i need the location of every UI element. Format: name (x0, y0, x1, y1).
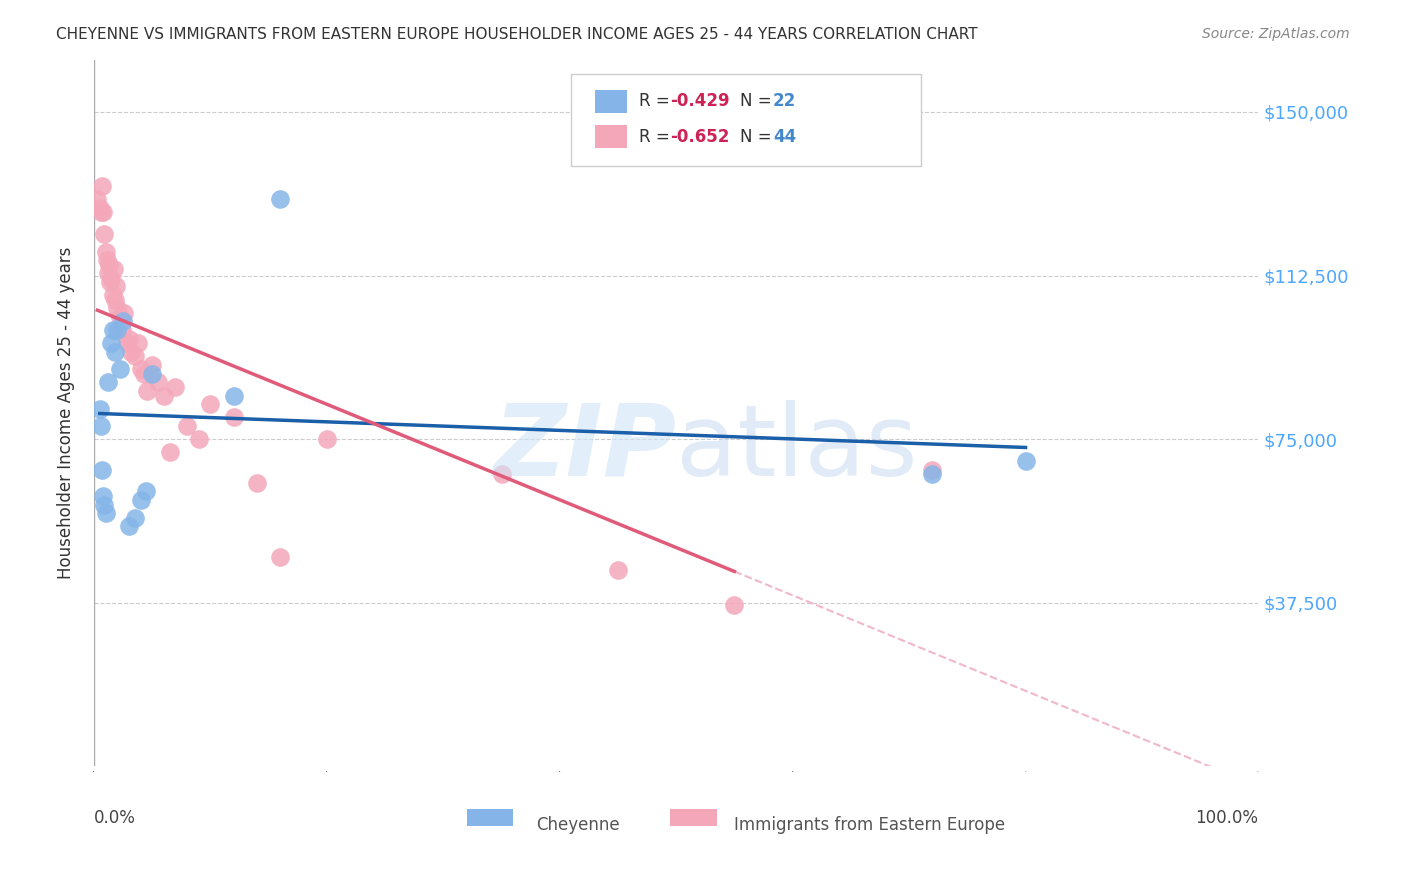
Point (111, 323, 134, 337)
Point (136, 384, 159, 399)
Text: 44: 44 (773, 128, 796, 145)
Point (269, 192, 291, 206)
Point (491, 467, 513, 481)
Point (108, 310, 131, 324)
Point (97, 376, 120, 390)
Point (101, 323, 124, 337)
Text: R =: R = (638, 128, 675, 145)
Point (103, 262, 125, 277)
Bar (595, 90, 627, 112)
Point (129, 493, 152, 508)
Text: N =: N = (740, 128, 778, 145)
Point (89, 201, 111, 215)
Point (91, 205, 114, 219)
Point (90, 205, 112, 219)
Point (105, 279, 128, 293)
Bar (467, 809, 513, 826)
Text: Cheyenne: Cheyenne (537, 816, 620, 834)
Point (132, 367, 155, 381)
Point (94, 244, 117, 259)
Point (315, 432, 337, 446)
Point (93, 498, 115, 512)
Point (100, 336, 122, 351)
Point (112, 305, 135, 319)
Point (112, 314, 135, 328)
Text: atlas: atlas (676, 400, 918, 497)
Point (96, 253, 118, 268)
Point (246, 475, 269, 490)
Point (91, 463, 114, 477)
Point (98, 258, 121, 272)
Text: Immigrants from Eastern Europe: Immigrants from Eastern Europe (734, 816, 1005, 834)
Point (187, 432, 209, 446)
Point (153, 388, 176, 402)
Point (222, 388, 245, 402)
Bar (595, 125, 627, 148)
Point (607, 563, 630, 577)
Text: N =: N = (740, 92, 778, 111)
Point (115, 336, 138, 351)
Y-axis label: Householder Income Ages 25 - 44 years: Householder Income Ages 25 - 44 years (58, 247, 75, 579)
Text: 22: 22 (773, 92, 796, 111)
Point (723, 598, 745, 612)
Point (108, 362, 131, 376)
Text: 100.0%: 100.0% (1195, 809, 1258, 827)
Point (165, 380, 187, 394)
Point (89, 401, 111, 416)
Point (100, 270, 122, 285)
Point (124, 510, 146, 524)
Point (135, 484, 157, 499)
Point (141, 367, 163, 381)
Point (98, 275, 121, 289)
Point (118, 519, 141, 533)
Point (200, 397, 222, 411)
Text: CHEYENNE VS IMMIGRANTS FROM EASTERN EUROPE HOUSEHOLDER INCOME AGES 25 - 44 YEARS: CHEYENNE VS IMMIGRANTS FROM EASTERN EURO… (56, 27, 977, 42)
Point (105, 301, 128, 316)
Point (86, 192, 108, 206)
Point (90, 419, 112, 434)
Point (93, 227, 115, 241)
Point (124, 349, 146, 363)
Point (127, 336, 149, 351)
Point (921, 463, 943, 477)
Point (146, 376, 169, 390)
Point (94, 506, 117, 520)
Point (104, 344, 127, 359)
Point (97, 266, 120, 280)
Point (101, 288, 124, 302)
Text: Source: ZipAtlas.com: Source: ZipAtlas.com (1202, 27, 1350, 41)
Point (91, 179, 114, 194)
Point (91, 489, 114, 503)
Point (176, 419, 198, 434)
Text: -0.652: -0.652 (671, 128, 730, 145)
Point (120, 344, 142, 359)
Text: ZIP: ZIP (494, 400, 676, 497)
Point (921, 467, 943, 481)
Point (129, 362, 152, 376)
Point (269, 549, 291, 564)
Point (118, 332, 141, 346)
Text: -0.429: -0.429 (671, 92, 730, 111)
Point (159, 445, 181, 459)
Text: 0.0%: 0.0% (94, 809, 136, 827)
Point (105, 323, 128, 337)
Point (141, 358, 163, 372)
Bar (671, 809, 717, 826)
Point (104, 293, 127, 307)
Point (1014, 454, 1036, 468)
Point (222, 410, 245, 425)
FancyBboxPatch shape (571, 74, 921, 166)
Text: R =: R = (638, 92, 675, 111)
